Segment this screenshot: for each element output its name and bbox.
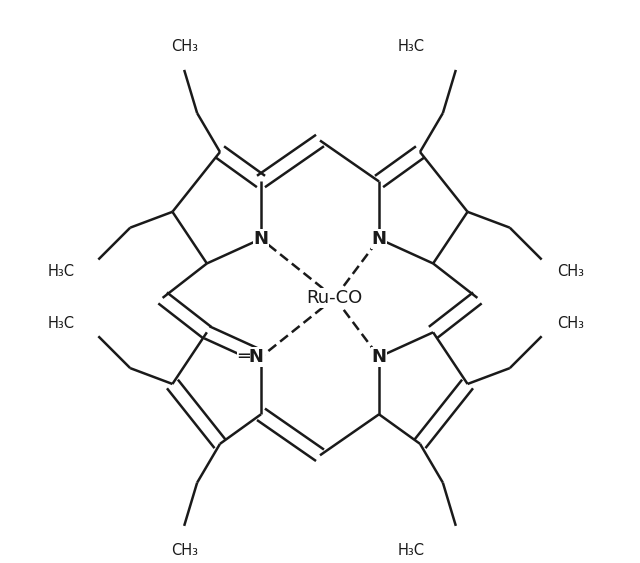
Text: ═N: ═N (238, 348, 264, 366)
Text: H₃C: H₃C (397, 39, 424, 55)
Text: N: N (372, 230, 387, 248)
Text: Ru-CO: Ru-CO (307, 289, 363, 307)
Text: CH₃: CH₃ (171, 543, 198, 558)
Text: H₃C: H₃C (397, 543, 424, 558)
Text: N: N (253, 230, 268, 248)
Text: H₃C: H₃C (48, 316, 75, 332)
Text: CH₃: CH₃ (171, 39, 198, 55)
Text: N: N (372, 348, 387, 366)
Text: CH₃: CH₃ (557, 316, 584, 332)
Text: H₃C: H₃C (48, 265, 75, 279)
Text: CH₃: CH₃ (557, 265, 584, 279)
